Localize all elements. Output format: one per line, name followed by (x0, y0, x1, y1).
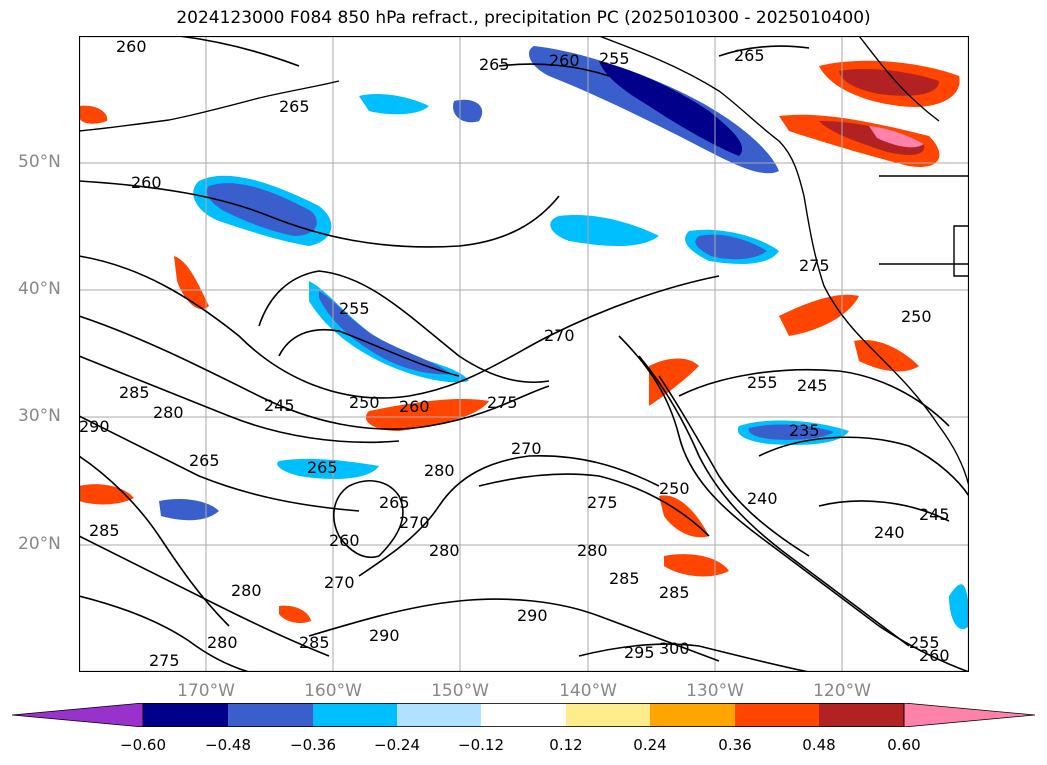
contour-label: 275 (487, 393, 518, 412)
contour-label: 290 (79, 417, 110, 436)
graticule (79, 36, 969, 672)
colorbar-tick: 0.36 (718, 736, 752, 754)
contour-label: 260 (549, 51, 580, 70)
colorbar-extend-max (903, 702, 1036, 728)
contour-label: 290 (517, 606, 548, 625)
lon-label: 150°W (431, 681, 489, 701)
colorbar-segment (143, 703, 228, 727)
contour-label: 265 (479, 55, 510, 74)
contour-label: 280 (577, 541, 608, 560)
colorbar-tick: −0.48 (205, 736, 251, 754)
contour-label: 275 (587, 493, 618, 512)
contour-label: 270 (324, 573, 355, 592)
contour-label: 285 (89, 521, 120, 540)
contour-label: 260 (131, 173, 162, 192)
contour-label: 235 (789, 421, 820, 440)
map-svg: 260 265 265 260 255 265 260 255 275 250 … (79, 36, 969, 672)
contour-label: 265 (379, 493, 410, 512)
colorbar-segment (819, 703, 904, 727)
contour-label: 260 (116, 37, 147, 56)
contour-label: 290 (369, 626, 400, 645)
colorbar-segment (397, 703, 481, 727)
contour-label: 285 (119, 383, 150, 402)
colorbar-extend-min (11, 702, 144, 728)
colorbar-tick: 0.12 (549, 736, 583, 754)
contour-label: 265 (279, 97, 310, 116)
colorbar-tick: 0.60 (887, 736, 921, 754)
contour-label: 255 (747, 373, 778, 392)
contour-label: 265 (734, 46, 765, 65)
contour-label: 245 (919, 505, 950, 524)
lat-label: 30°N (18, 406, 61, 426)
contour-label: 270 (511, 439, 542, 458)
colorbar-tick: −0.36 (290, 736, 336, 754)
lon-label: 120°W (813, 681, 871, 701)
lon-label: 170°W (177, 681, 235, 701)
contour-label: 280 (153, 403, 184, 422)
contour-label: 265 (189, 451, 220, 470)
contour-label: 280 (424, 461, 455, 480)
colorbar-frame (142, 703, 905, 727)
refractivity-contours (79, 36, 969, 672)
lon-label: 130°W (686, 681, 744, 701)
contour-label: 245 (264, 396, 295, 415)
lon-label: 160°W (304, 681, 362, 701)
contour-label: 260 (399, 397, 430, 416)
contour-label: 250 (349, 393, 380, 412)
contour-label: 285 (609, 569, 640, 588)
contour-label: 255 (339, 299, 370, 318)
lat-label: 40°N (18, 279, 61, 299)
colorbar-segment (313, 703, 397, 727)
map-panel: 260 265 265 260 255 265 260 255 275 250 … (79, 36, 969, 672)
colorbar-svg (11, 702, 1036, 728)
contour-label: 240 (874, 523, 905, 542)
map-frame (79, 36, 969, 672)
colorbar-segment (481, 703, 566, 727)
lat-label: 50°N (18, 152, 61, 172)
colorbar-tick: 0.48 (802, 736, 836, 754)
ocean-background (79, 36, 969, 672)
contour-label: 260 (919, 646, 950, 665)
contour-label: 265 (307, 458, 338, 477)
coastlines (79, 36, 969, 487)
map-title: 2024123000 F084 850 hPa refract., precip… (176, 8, 871, 28)
contour-label: 295 (624, 643, 655, 662)
lat-label: 20°N (18, 534, 61, 554)
contour-label: 270 (399, 513, 430, 532)
colorbar-tick: −0.60 (120, 736, 166, 754)
contour-labels: 260 265 265 260 255 265 260 255 275 250 … (79, 37, 950, 670)
colorbar-segment (650, 703, 735, 727)
contour-label: 245 (797, 376, 828, 395)
contour-label: 280 (429, 541, 460, 560)
contour-label: 260 (329, 531, 360, 550)
contour-label: 250 (901, 307, 932, 326)
contour-label: 300 (659, 639, 690, 658)
contour-label: 270 (544, 326, 575, 345)
colorbar-tick: −0.24 (374, 736, 420, 754)
colorbar-tick: 0.24 (633, 736, 667, 754)
contour-label: 285 (659, 583, 690, 602)
contour-label: 250 (659, 479, 690, 498)
colorbar-tick: −0.12 (458, 736, 504, 754)
colorbar (11, 702, 1036, 728)
contour-label: 280 (231, 581, 262, 600)
contour-label: 275 (149, 651, 180, 670)
contour-label: 275 (799, 256, 830, 275)
contour-label: 255 (909, 633, 940, 652)
colorbar-segment (735, 703, 819, 727)
contour-label: 280 (207, 633, 238, 652)
colorbar-segment (228, 703, 313, 727)
contour-label: 255 (599, 49, 630, 68)
contour-label: 240 (747, 489, 778, 508)
contour-label: 285 (299, 633, 330, 652)
lon-label: 140°W (559, 681, 617, 701)
colorbar-segment (566, 703, 650, 727)
